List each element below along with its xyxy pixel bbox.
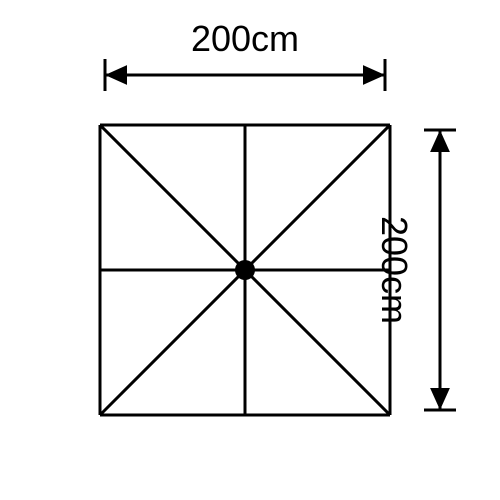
dimension-diagram: 200cm 200cm xyxy=(0,0,500,500)
diagram-svg xyxy=(0,0,500,500)
right-dimension-label: 200cm xyxy=(373,125,415,415)
top-dimension-label: 200cm xyxy=(100,18,390,60)
